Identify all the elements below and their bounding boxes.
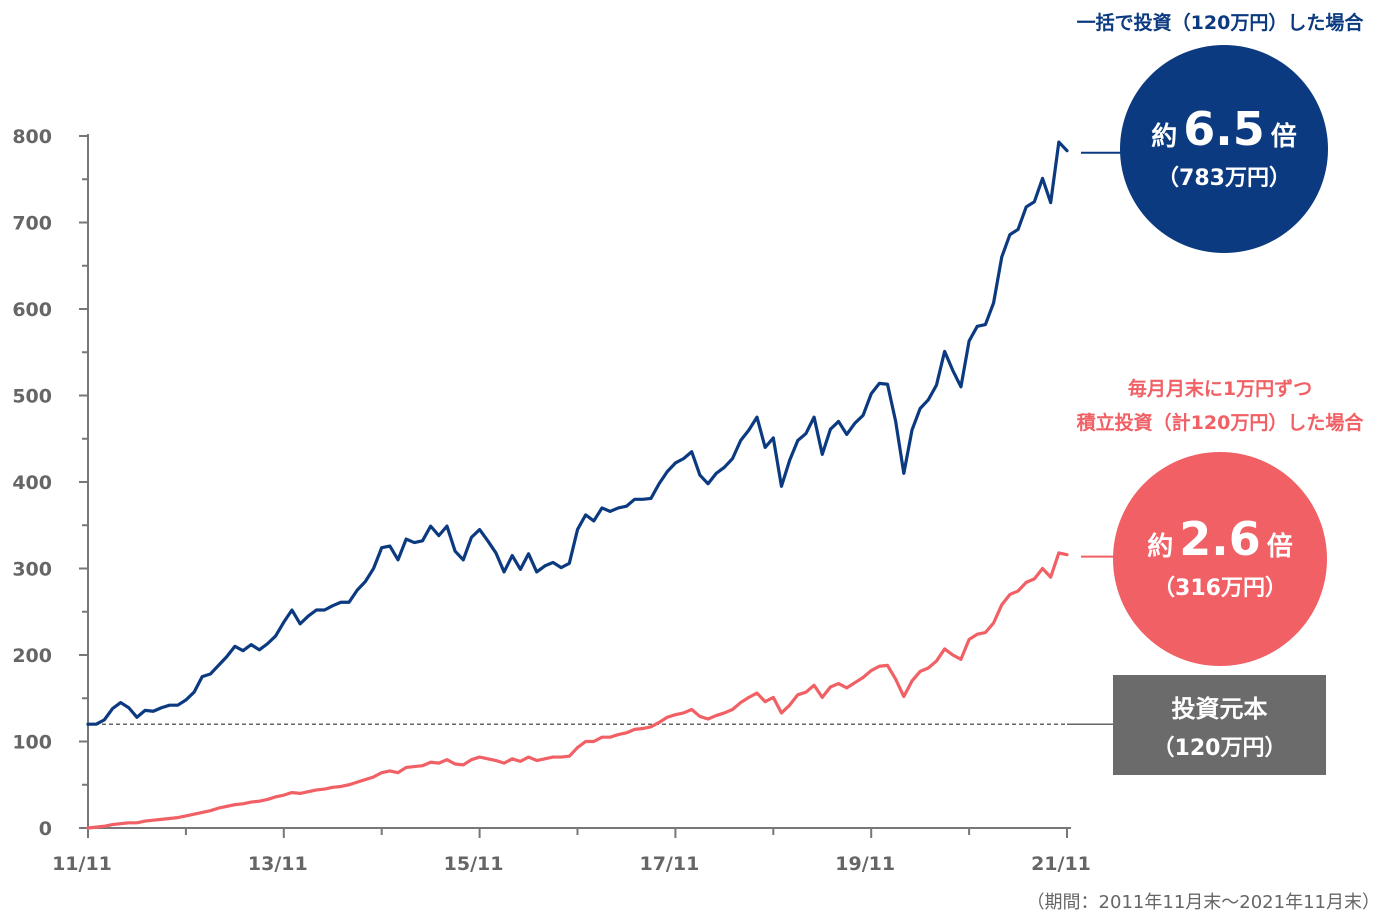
y-tick-label: 600 xyxy=(12,299,52,321)
dca-multiple: 2.6 xyxy=(1179,512,1261,566)
y-tick-label: 100 xyxy=(12,732,52,754)
y-tick-label: 700 xyxy=(12,213,52,235)
dca-suffix: 倍 xyxy=(1266,532,1293,562)
y-tick-label: 500 xyxy=(12,386,52,408)
lump-sum-multiple: 6.5 xyxy=(1183,102,1265,156)
period-note: （期間：2011年11月末〜2021年11月末） xyxy=(1026,892,1380,913)
dca-title-line-2: 積立投資（計120万円）した場合 xyxy=(1076,412,1364,434)
lump-sum-result-bubble: 約 6.5 倍 （783万円） xyxy=(1120,45,1328,253)
y-tick-label: 300 xyxy=(12,559,52,581)
principal-title: 投資元本 xyxy=(1171,694,1268,723)
dca-prefix: 約 xyxy=(1147,532,1174,562)
dca-multiple-label: 約 2.6 倍 xyxy=(1147,516,1293,562)
dca-amount: （316万円） xyxy=(1153,576,1287,601)
lump-sum-prefix: 約 xyxy=(1151,122,1178,152)
y-tick-label: 200 xyxy=(12,645,52,667)
y-tick-label: 800 xyxy=(12,126,52,148)
lump-sum-multiple-label: 約 6.5 倍 xyxy=(1151,106,1297,152)
lump-sum-amount: （783万円） xyxy=(1157,166,1291,191)
x-tick-label: 21/11 xyxy=(1031,853,1091,875)
dca-result-bubble: 約 2.6 倍 （316万円） xyxy=(1113,452,1327,666)
lump-sum-series-title: 一括で投資（120万円）した場合 xyxy=(1076,12,1364,34)
lump-sum-series-line xyxy=(86,140,1069,726)
dca-series-line xyxy=(86,551,1069,830)
y-tick-label: 0 xyxy=(39,818,52,840)
dca-title-line-1: 毎月月末に1万円ずつ xyxy=(1127,378,1313,400)
x-tick-label: 17/11 xyxy=(639,853,699,875)
x-tick-label: 11/11 xyxy=(52,853,112,875)
lump-sum-suffix: 倍 xyxy=(1270,122,1297,152)
principal-amount: （120万円） xyxy=(1152,735,1287,761)
x-tick-label: 13/11 xyxy=(248,853,308,875)
x-tick-label: 15/11 xyxy=(444,853,504,875)
x-tick-label: 19/11 xyxy=(835,853,895,875)
dca-series-title: 毎月月末に1万円ずつ 積立投資（計120万円）した場合 xyxy=(1020,372,1390,440)
principal-box: 投資元本 （120万円） xyxy=(1113,675,1326,775)
y-tick-label: 400 xyxy=(12,472,52,494)
